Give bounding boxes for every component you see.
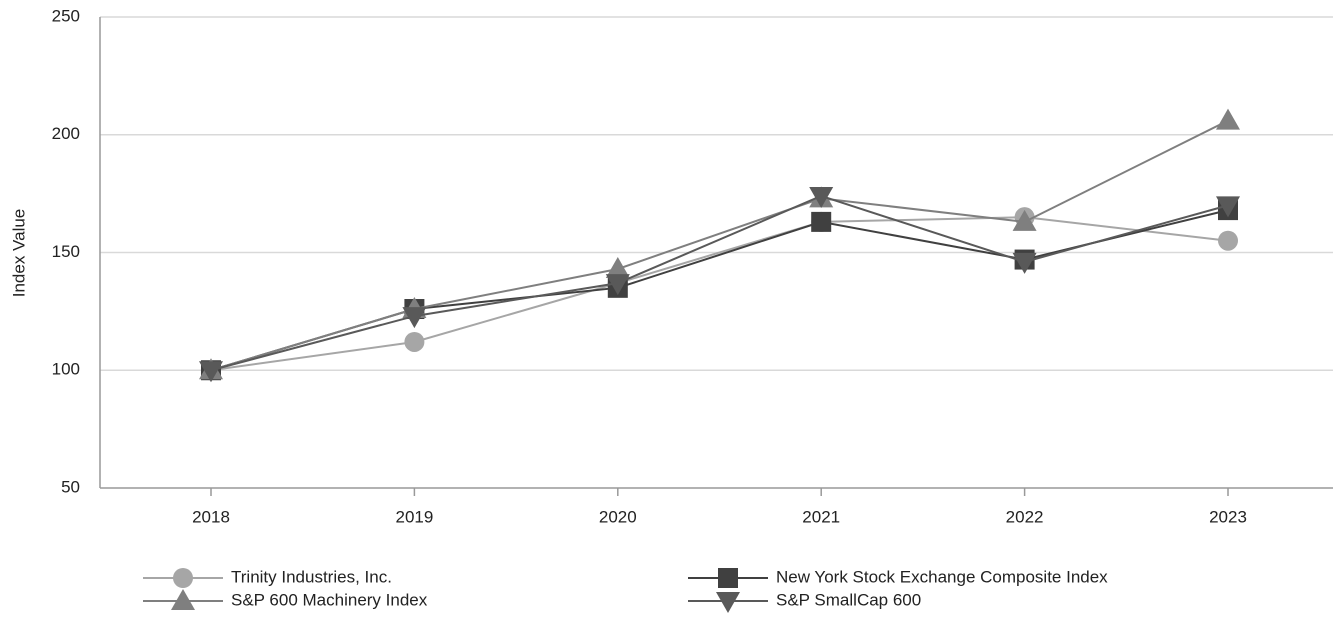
- y-tick-label: 150: [52, 242, 80, 261]
- data-point: [1012, 209, 1037, 231]
- x-tick-label: 2023: [1209, 507, 1247, 526]
- data-point: [605, 256, 630, 278]
- y-tick-label: 100: [52, 360, 80, 379]
- data-point: [605, 274, 630, 296]
- series-line: [210, 194, 1229, 372]
- series-line: [210, 119, 1229, 372]
- x-tick-label: 2019: [395, 507, 433, 526]
- legend-marker: [171, 589, 195, 610]
- data-point: [811, 211, 832, 232]
- data-point: [402, 307, 427, 329]
- data-point: [199, 361, 223, 383]
- y-axis-label: Index Value: [9, 209, 28, 298]
- x-tick-label: 2020: [599, 507, 637, 526]
- series-line: [210, 216, 1229, 372]
- legend-label: S&P SmallCap 600: [776, 590, 921, 609]
- data-point: [809, 186, 834, 208]
- legend-label: New York Stock Exchange Composite Index: [776, 567, 1108, 586]
- y-tick-label: 250: [52, 6, 80, 25]
- data-point: [1218, 230, 1238, 251]
- legend-marker: [716, 592, 740, 613]
- y-tick-label: 200: [52, 124, 80, 143]
- x-tick-label: 2021: [802, 507, 840, 526]
- data-point: [404, 331, 425, 352]
- data-point: [1216, 196, 1240, 218]
- data-point: [1012, 252, 1037, 274]
- legend-marker: [718, 568, 738, 588]
- legend-label: Trinity Industries, Inc.: [231, 567, 392, 586]
- x-tick-label: 2022: [1006, 507, 1044, 526]
- y-tick-label: 50: [61, 477, 80, 496]
- data-point: [1216, 108, 1240, 130]
- x-tick-label: 2018: [192, 507, 230, 526]
- legend-label: S&P 600 Machinery Index: [231, 590, 428, 609]
- legend-marker: [173, 568, 193, 588]
